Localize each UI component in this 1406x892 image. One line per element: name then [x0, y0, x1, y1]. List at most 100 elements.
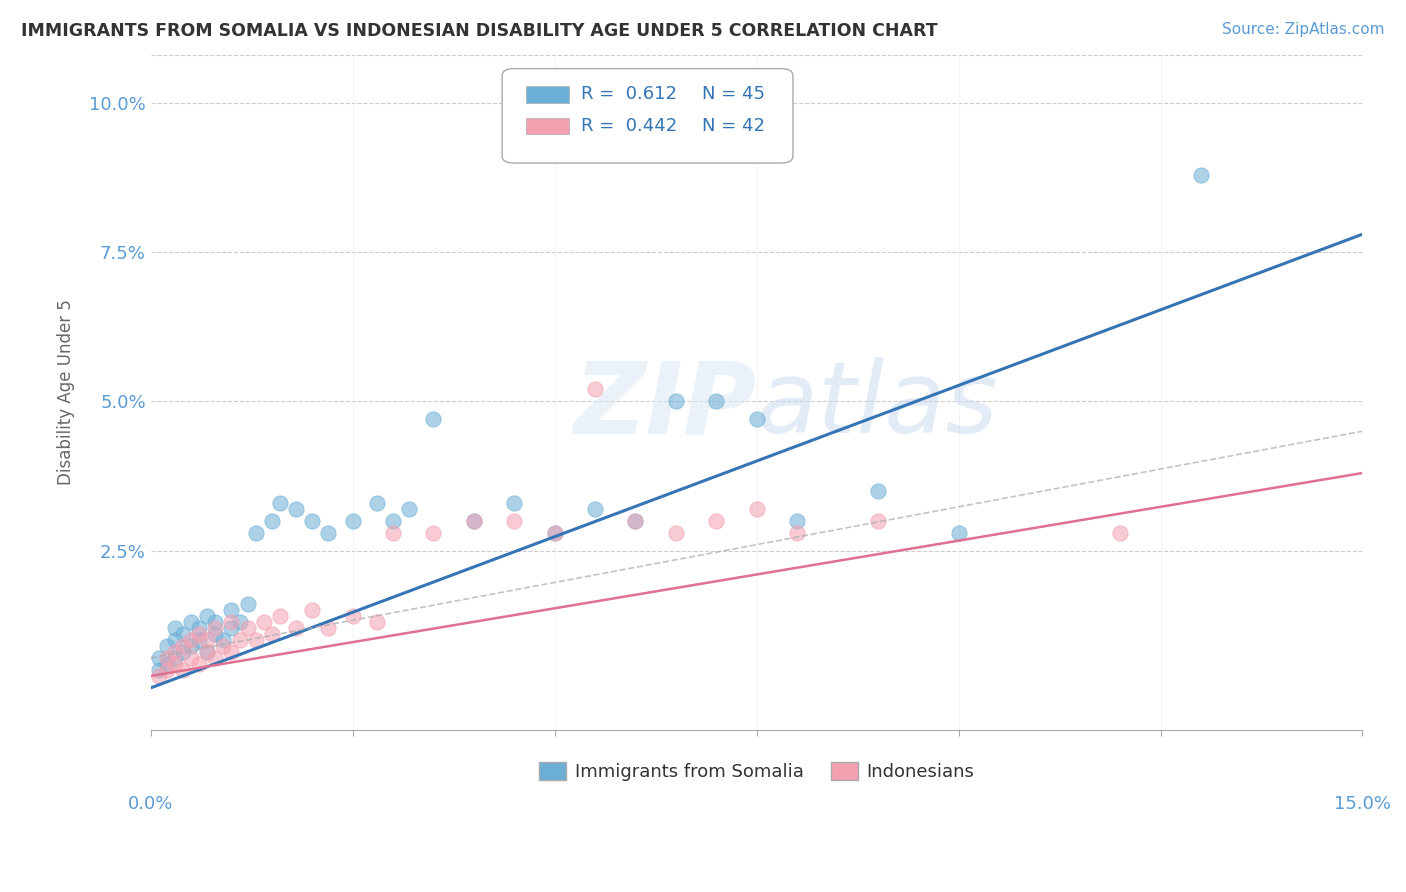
Point [180, 633, 202, 648]
Point [704, 514, 727, 528]
Point [624, 514, 647, 528]
Point [245, 633, 267, 648]
Point [583, 501, 606, 516]
Text: atlas: atlas [756, 358, 998, 454]
Y-axis label: Disability Age Under 5: Disability Age Under 5 [58, 300, 75, 485]
Point [245, 525, 267, 540]
Point [463, 514, 485, 528]
Text: N = 45: N = 45 [702, 86, 765, 103]
Point [503, 496, 526, 510]
Point [1109, 525, 1132, 540]
Text: R =  0.442: R = 0.442 [581, 117, 678, 135]
Point [382, 525, 405, 540]
FancyBboxPatch shape [526, 118, 569, 135]
Text: IMMIGRANTS FROM SOMALIA VS INDONESIAN DISABILITY AGE UNDER 5 CORRELATION CHART: IMMIGRANTS FROM SOMALIA VS INDONESIAN DI… [21, 22, 938, 40]
Point [301, 603, 323, 617]
Point [188, 657, 211, 671]
Point [253, 615, 276, 630]
Point [163, 633, 186, 648]
Point [260, 514, 283, 528]
FancyBboxPatch shape [502, 69, 793, 163]
Point [221, 603, 243, 617]
Point [866, 483, 889, 498]
Point [163, 621, 186, 635]
Point [148, 651, 170, 665]
Point [745, 501, 768, 516]
Point [745, 412, 768, 426]
Point [163, 657, 186, 671]
Point [786, 525, 808, 540]
Point [195, 645, 218, 659]
Point [665, 394, 688, 409]
Point [543, 525, 565, 540]
Point [180, 639, 202, 653]
Point [163, 651, 186, 665]
Point [269, 609, 291, 624]
Point [195, 633, 218, 648]
Point [260, 627, 283, 641]
Legend: Immigrants from Somalia, Indonesians: Immigrants from Somalia, Indonesians [531, 755, 981, 789]
Point [1189, 168, 1212, 182]
Point [156, 639, 179, 653]
FancyBboxPatch shape [526, 86, 569, 103]
Point [948, 525, 970, 540]
Point [204, 621, 226, 635]
Text: 15.0%: 15.0% [1334, 796, 1391, 814]
Point [318, 525, 340, 540]
Point [704, 394, 727, 409]
Point [342, 514, 364, 528]
Point [188, 627, 211, 641]
Point [269, 496, 291, 510]
Point [156, 663, 179, 677]
Point [285, 621, 308, 635]
Point [422, 412, 444, 426]
Text: R =  0.612: R = 0.612 [581, 86, 676, 103]
Point [156, 657, 179, 671]
Point [503, 514, 526, 528]
Point [172, 627, 194, 641]
Point [583, 383, 606, 397]
Point [221, 615, 243, 630]
Text: N = 42: N = 42 [702, 117, 765, 135]
Point [195, 645, 218, 659]
Point [236, 621, 259, 635]
Point [221, 621, 243, 635]
Point [366, 496, 388, 510]
Point [163, 645, 186, 659]
Point [342, 609, 364, 624]
Point [285, 501, 308, 516]
Point [624, 514, 647, 528]
Point [318, 621, 340, 635]
Point [228, 615, 250, 630]
Point [866, 514, 889, 528]
Point [228, 633, 250, 648]
Point [786, 514, 808, 528]
Point [188, 621, 211, 635]
Point [366, 615, 388, 630]
Point [422, 525, 444, 540]
Point [463, 514, 485, 528]
Text: 0.0%: 0.0% [128, 796, 173, 814]
Point [180, 615, 202, 630]
Point [148, 669, 170, 683]
Point [148, 663, 170, 677]
Point [172, 645, 194, 659]
Point [204, 651, 226, 665]
Point [236, 598, 259, 612]
Point [382, 514, 405, 528]
Point [212, 633, 235, 648]
Point [172, 663, 194, 677]
Point [212, 639, 235, 653]
Point [221, 645, 243, 659]
Point [172, 639, 194, 653]
Point [204, 627, 226, 641]
Point [665, 525, 688, 540]
Point [204, 615, 226, 630]
Point [398, 501, 420, 516]
Point [156, 651, 179, 665]
Text: Source: ZipAtlas.com: Source: ZipAtlas.com [1222, 22, 1385, 37]
Point [180, 651, 202, 665]
Text: ZIP: ZIP [574, 358, 756, 454]
Point [188, 633, 211, 648]
Point [195, 609, 218, 624]
